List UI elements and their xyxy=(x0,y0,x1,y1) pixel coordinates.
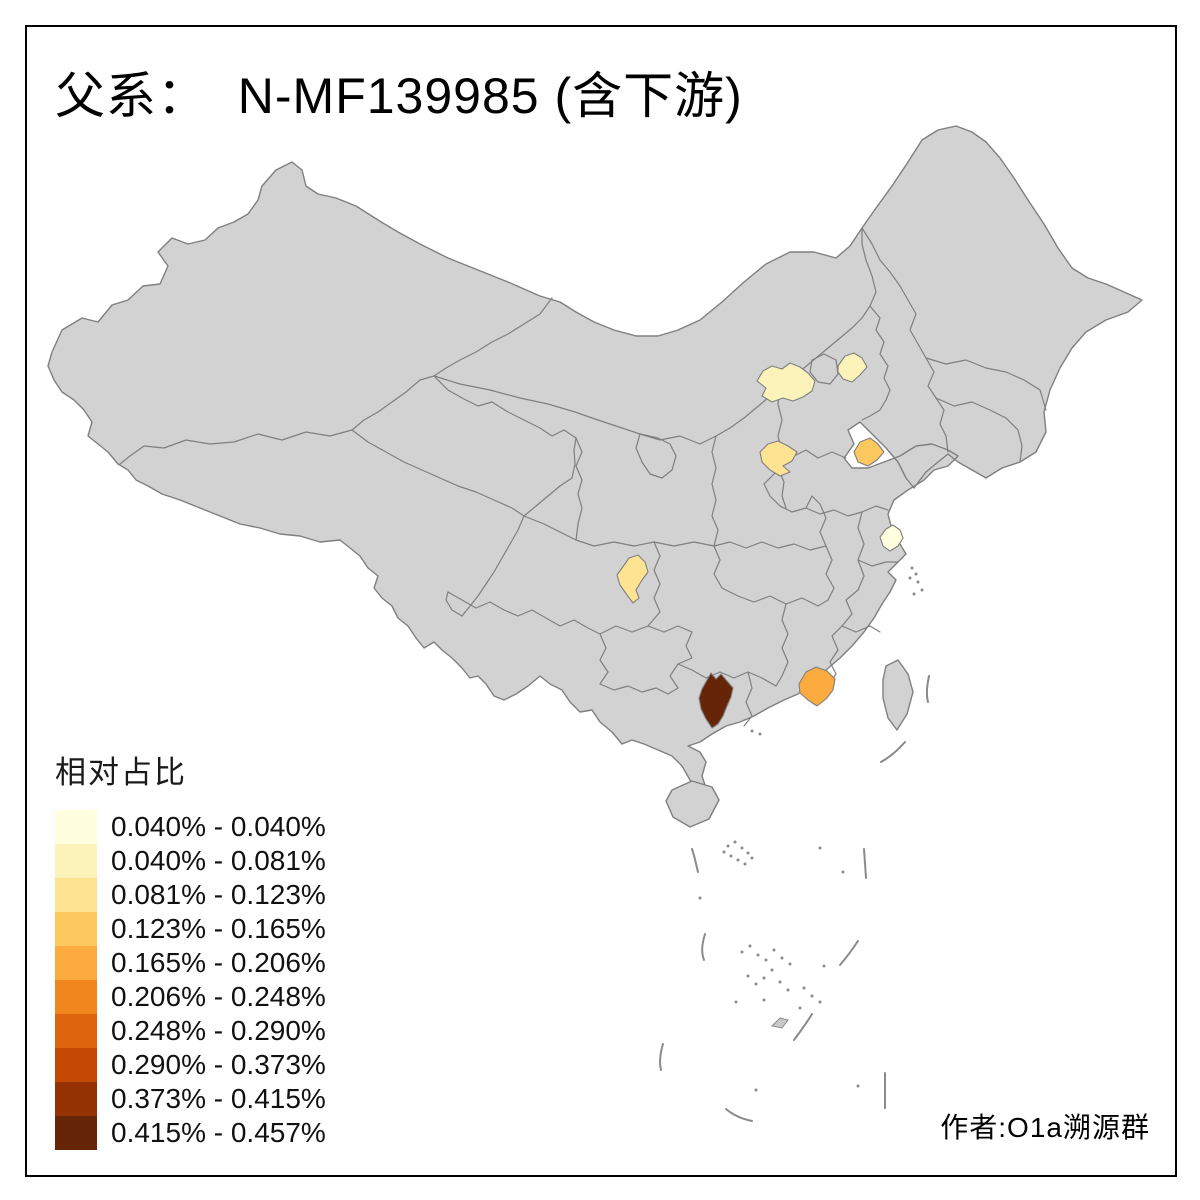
legend-swatch xyxy=(55,1082,97,1116)
legend-row: 0.123% - 0.165% xyxy=(55,912,326,946)
legend-swatch xyxy=(55,1014,97,1048)
legend-swatch xyxy=(55,912,97,946)
legend-row: 0.415% - 0.457% xyxy=(55,1116,326,1150)
legend-row: 0.081% - 0.123% xyxy=(55,878,326,912)
legend-row: 0.248% - 0.290% xyxy=(55,1014,326,1048)
legend-label: 0.415% - 0.457% xyxy=(111,1117,326,1148)
region-guangxi-east xyxy=(698,672,734,729)
legend-row: 0.040% - 0.040% xyxy=(55,810,326,844)
legend-swatch xyxy=(55,1116,97,1150)
legend-swatch xyxy=(55,980,97,1014)
region-jiangsu-south xyxy=(879,524,904,552)
author-credit: 作者:O1a溯源群 xyxy=(940,1112,1150,1143)
legend-row: 0.206% - 0.248% xyxy=(55,980,326,1014)
legend-label: 0.123% - 0.165% xyxy=(111,913,326,944)
legend-swatch xyxy=(55,946,97,980)
region-hebei-central xyxy=(756,362,816,403)
legend-label: 0.081% - 0.123% xyxy=(111,879,326,910)
plot-border xyxy=(25,25,1177,1177)
nine-dash-line xyxy=(658,675,930,1122)
legend-label: 0.040% - 0.081% xyxy=(111,845,326,876)
taiwan-island xyxy=(882,659,914,731)
legend-row: 0.165% - 0.206% xyxy=(55,946,326,980)
legend-title: 相对占比 xyxy=(55,755,187,790)
region-chongqing xyxy=(616,554,649,604)
region-shandong-west xyxy=(759,440,798,477)
legend-label: 0.165% - 0.206% xyxy=(111,947,326,978)
sea-islets xyxy=(698,566,924,1092)
legend-row: 0.040% - 0.081% xyxy=(55,844,326,878)
legend-label: 0.373% - 0.415% xyxy=(111,1083,326,1114)
region-shandong-east xyxy=(853,437,885,467)
highlighted-regions xyxy=(616,352,904,729)
legend-label: 0.206% - 0.248% xyxy=(111,981,326,1012)
province-borders xyxy=(119,227,1047,727)
legend-swatch xyxy=(55,844,97,878)
mainland-china-shape xyxy=(47,125,1143,793)
page-title: 父系： N-MF139985 (含下游) xyxy=(55,68,743,124)
legend-swatch xyxy=(55,1048,97,1082)
region-hebei-northeast xyxy=(837,352,868,383)
hainan-island xyxy=(665,780,720,828)
legend-label: 0.290% - 0.373% xyxy=(111,1049,326,1080)
legend: 相对占比 0.040% - 0.040% 0.040% - 0.081% 0.0… xyxy=(55,747,326,1150)
legend-swatch xyxy=(55,878,97,912)
region-guangdong-east xyxy=(798,666,836,707)
legend-row: 0.373% - 0.415% xyxy=(55,1082,326,1116)
legend-swatch xyxy=(55,810,97,844)
legend-row: 0.290% - 0.373% xyxy=(55,1048,326,1082)
legend-label: 0.040% - 0.040% xyxy=(111,811,326,842)
legend-label: 0.248% - 0.290% xyxy=(111,1015,326,1046)
